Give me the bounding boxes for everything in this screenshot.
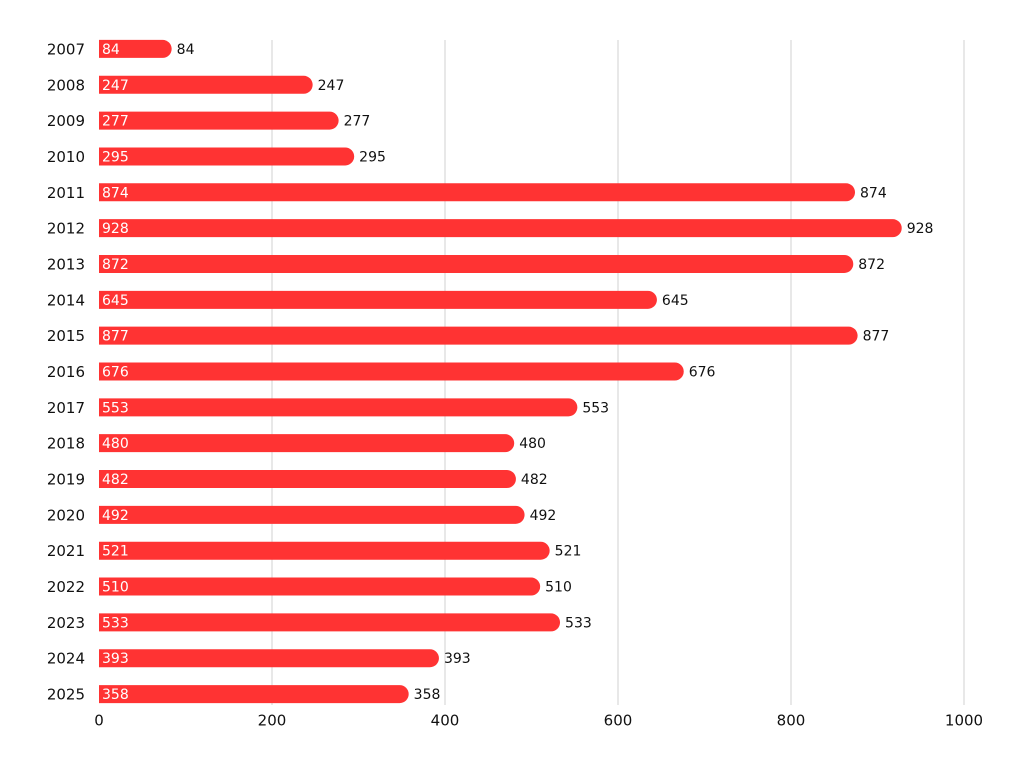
bar (99, 613, 561, 632)
bar (99, 147, 355, 166)
bar-inner-label: 877 (102, 329, 129, 345)
bar-inner-label: 295 (102, 149, 129, 165)
y-tick-label: 2007 (47, 40, 85, 58)
bar (99, 326, 858, 345)
bar-value-label: 480 (519, 436, 546, 452)
bar-inner-label: 247 (102, 78, 129, 94)
bar-value-label: 295 (359, 149, 386, 165)
y-tick-label: 2016 (47, 363, 85, 381)
bar (99, 398, 578, 417)
bar (99, 685, 409, 704)
bar-inner-label: 928 (102, 221, 129, 237)
bar (99, 111, 339, 130)
bar-inner-label: 872 (102, 257, 129, 273)
y-tick-label: 2019 (47, 471, 85, 489)
bar-inner-label: 874 (102, 185, 129, 201)
bar-value-label: 553 (582, 400, 609, 416)
bar-inner-label: 480 (102, 436, 129, 452)
bar (99, 39, 172, 58)
bar (99, 434, 515, 453)
y-tick-label: 2015 (47, 327, 85, 345)
bar (99, 577, 541, 596)
bar-value-label: 247 (318, 78, 345, 94)
bar-inner-label: 676 (102, 365, 129, 381)
bar (99, 505, 525, 524)
bar-value-label: 676 (689, 365, 716, 381)
x-tick-label: 600 (604, 712, 633, 730)
bar-value-label: 877 (863, 329, 890, 345)
bar-inner-label: 510 (102, 580, 129, 596)
bar-value-label: 510 (545, 580, 572, 596)
y-tick-label: 2010 (47, 148, 85, 166)
x-tick-label: 200 (258, 712, 287, 730)
y-tick-label: 2013 (47, 255, 85, 273)
bar (99, 254, 854, 273)
bar (99, 183, 856, 202)
y-tick-label: 2022 (47, 578, 85, 596)
y-tick-label: 2014 (47, 291, 85, 309)
bar-inner-label: 553 (102, 400, 129, 416)
bar-inner-label: 277 (102, 114, 129, 130)
bar-inner-label: 533 (102, 615, 129, 631)
bar-inner-label: 482 (102, 472, 129, 488)
x-tick-label: 400 (431, 712, 460, 730)
bar-inner-label: 358 (102, 687, 129, 703)
bar-value-label: 874 (860, 185, 887, 201)
bar (99, 219, 902, 238)
bar-value-label: 358 (414, 687, 441, 703)
bar-inner-label: 645 (102, 293, 129, 309)
bar-value-label: 84 (177, 42, 195, 58)
bar (99, 362, 684, 381)
bar-inner-label: 393 (102, 651, 129, 667)
bar-value-label: 482 (521, 472, 548, 488)
bar-value-label: 872 (858, 257, 885, 273)
bar-inner-label: 521 (102, 544, 129, 560)
bar (99, 541, 550, 560)
bar-inner-label: 84 (102, 42, 120, 58)
y-tick-label: 2011 (47, 184, 85, 202)
bar-value-label: 521 (555, 544, 582, 560)
bar-value-label: 393 (444, 651, 471, 667)
bar-value-label: 645 (662, 293, 689, 309)
y-tick-label: 2012 (47, 220, 85, 238)
bar-value-label: 928 (907, 221, 934, 237)
y-tick-label: 2020 (47, 506, 85, 524)
bar (99, 649, 439, 668)
bar-inner-label: 492 (102, 508, 129, 524)
x-tick-label: 0 (94, 712, 104, 730)
y-tick-label: 2024 (47, 650, 85, 668)
y-tick-label: 2021 (47, 542, 85, 560)
bar (99, 470, 516, 489)
bar-value-label: 492 (530, 508, 557, 524)
bar (99, 75, 313, 94)
bar (99, 290, 657, 309)
y-tick-label: 2025 (47, 686, 85, 704)
y-tick-label: 2018 (47, 435, 85, 453)
y-tick-label: 2023 (47, 614, 85, 632)
y-tick-label: 2009 (47, 112, 85, 130)
x-tick-label: 1000 (945, 712, 983, 730)
bar-value-label: 277 (344, 114, 371, 130)
x-tick-label: 800 (777, 712, 806, 730)
y-tick-label: 2017 (47, 399, 85, 417)
y-tick-label: 2008 (47, 76, 85, 94)
bar-value-label: 533 (565, 615, 592, 631)
